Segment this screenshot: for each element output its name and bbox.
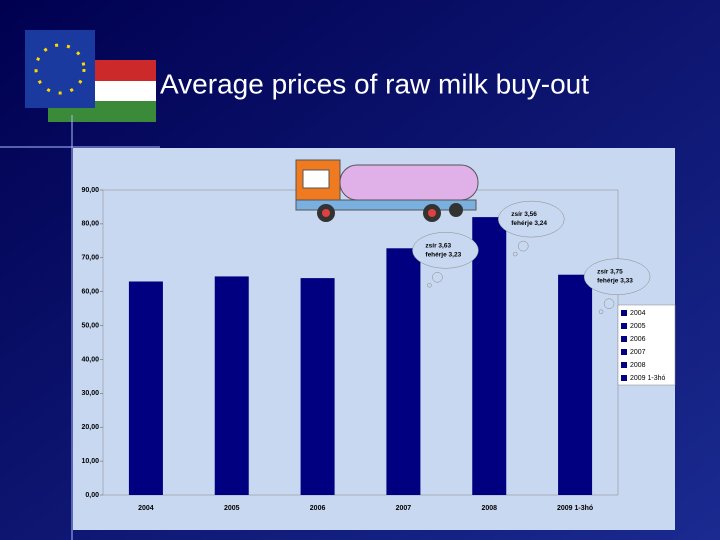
y-tick-label: 50,00	[81, 322, 99, 329]
legend-swatch	[621, 310, 627, 316]
y-tick-label: 0,00	[85, 492, 99, 499]
annotation-text: fehérje 3,33	[597, 278, 633, 285]
bar	[472, 217, 507, 495]
callout-bubble	[498, 200, 565, 238]
callout-dot	[603, 298, 615, 309]
annotation-text: zsír 3,56	[511, 211, 537, 218]
truck-illustration	[295, 159, 479, 222]
x-tick-label: 2006	[310, 505, 326, 512]
y-tick-label: 10,00	[81, 458, 99, 465]
eu-stars	[34, 43, 86, 95]
bar	[300, 278, 335, 495]
bar	[558, 274, 593, 495]
callout-dot	[518, 240, 529, 252]
slide-title: Average prices of raw milk buy-out	[160, 68, 589, 99]
x-tick-label: 2009 1-3hó	[557, 505, 593, 512]
legend-label: 2007	[630, 349, 646, 356]
legend-box	[617, 304, 676, 386]
annotation-text: zsír 3,75	[597, 269, 623, 276]
bar	[128, 281, 163, 495]
y-tick-label: 70,00	[81, 255, 99, 262]
x-tick-label: 2005	[224, 505, 240, 512]
legend-swatch	[621, 336, 627, 342]
callout-bubble	[412, 232, 479, 269]
legend-label: 2009 1-3hó	[630, 375, 666, 382]
y-tick-label: 30,00	[81, 390, 99, 397]
annotation-text: zsír 3,63	[425, 242, 451, 249]
bar	[214, 276, 249, 495]
legend-swatch	[621, 349, 627, 355]
x-tick-label: 2004	[138, 505, 154, 512]
y-tick-label: 60,00	[81, 289, 99, 296]
callout-bubble	[583, 258, 651, 295]
legend-swatch	[621, 323, 627, 329]
x-tick-label: 2007	[396, 505, 412, 512]
plot-area	[102, 189, 619, 496]
legend-label: 2004	[630, 310, 646, 317]
callout-dot	[513, 251, 518, 257]
y-tick-label: 40,00	[81, 356, 99, 363]
callout-dot	[427, 283, 432, 288]
legend-label: 2006	[630, 336, 646, 343]
annotation-text: fehérje 3,24	[511, 220, 547, 227]
callout-dot	[598, 309, 604, 314]
y-tick-label: 80,00	[81, 221, 99, 228]
legend-label: 2008	[630, 362, 646, 369]
callout-dot	[432, 272, 443, 283]
y-tick-label: 90,00	[81, 187, 99, 194]
x-tick-label: 2008	[481, 505, 497, 512]
legend-label: 2005	[630, 323, 646, 330]
annotation-text: fehérje 3,23	[425, 251, 461, 258]
y-tick-label: 20,00	[81, 424, 99, 431]
legend-swatch	[621, 362, 627, 368]
legend-swatch	[621, 375, 627, 381]
bar	[386, 248, 421, 495]
